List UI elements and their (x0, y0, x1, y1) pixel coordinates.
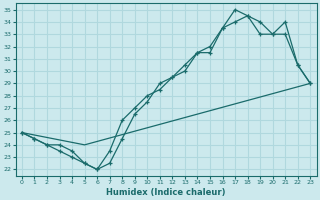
X-axis label: Humidex (Indice chaleur): Humidex (Indice chaleur) (106, 188, 226, 197)
